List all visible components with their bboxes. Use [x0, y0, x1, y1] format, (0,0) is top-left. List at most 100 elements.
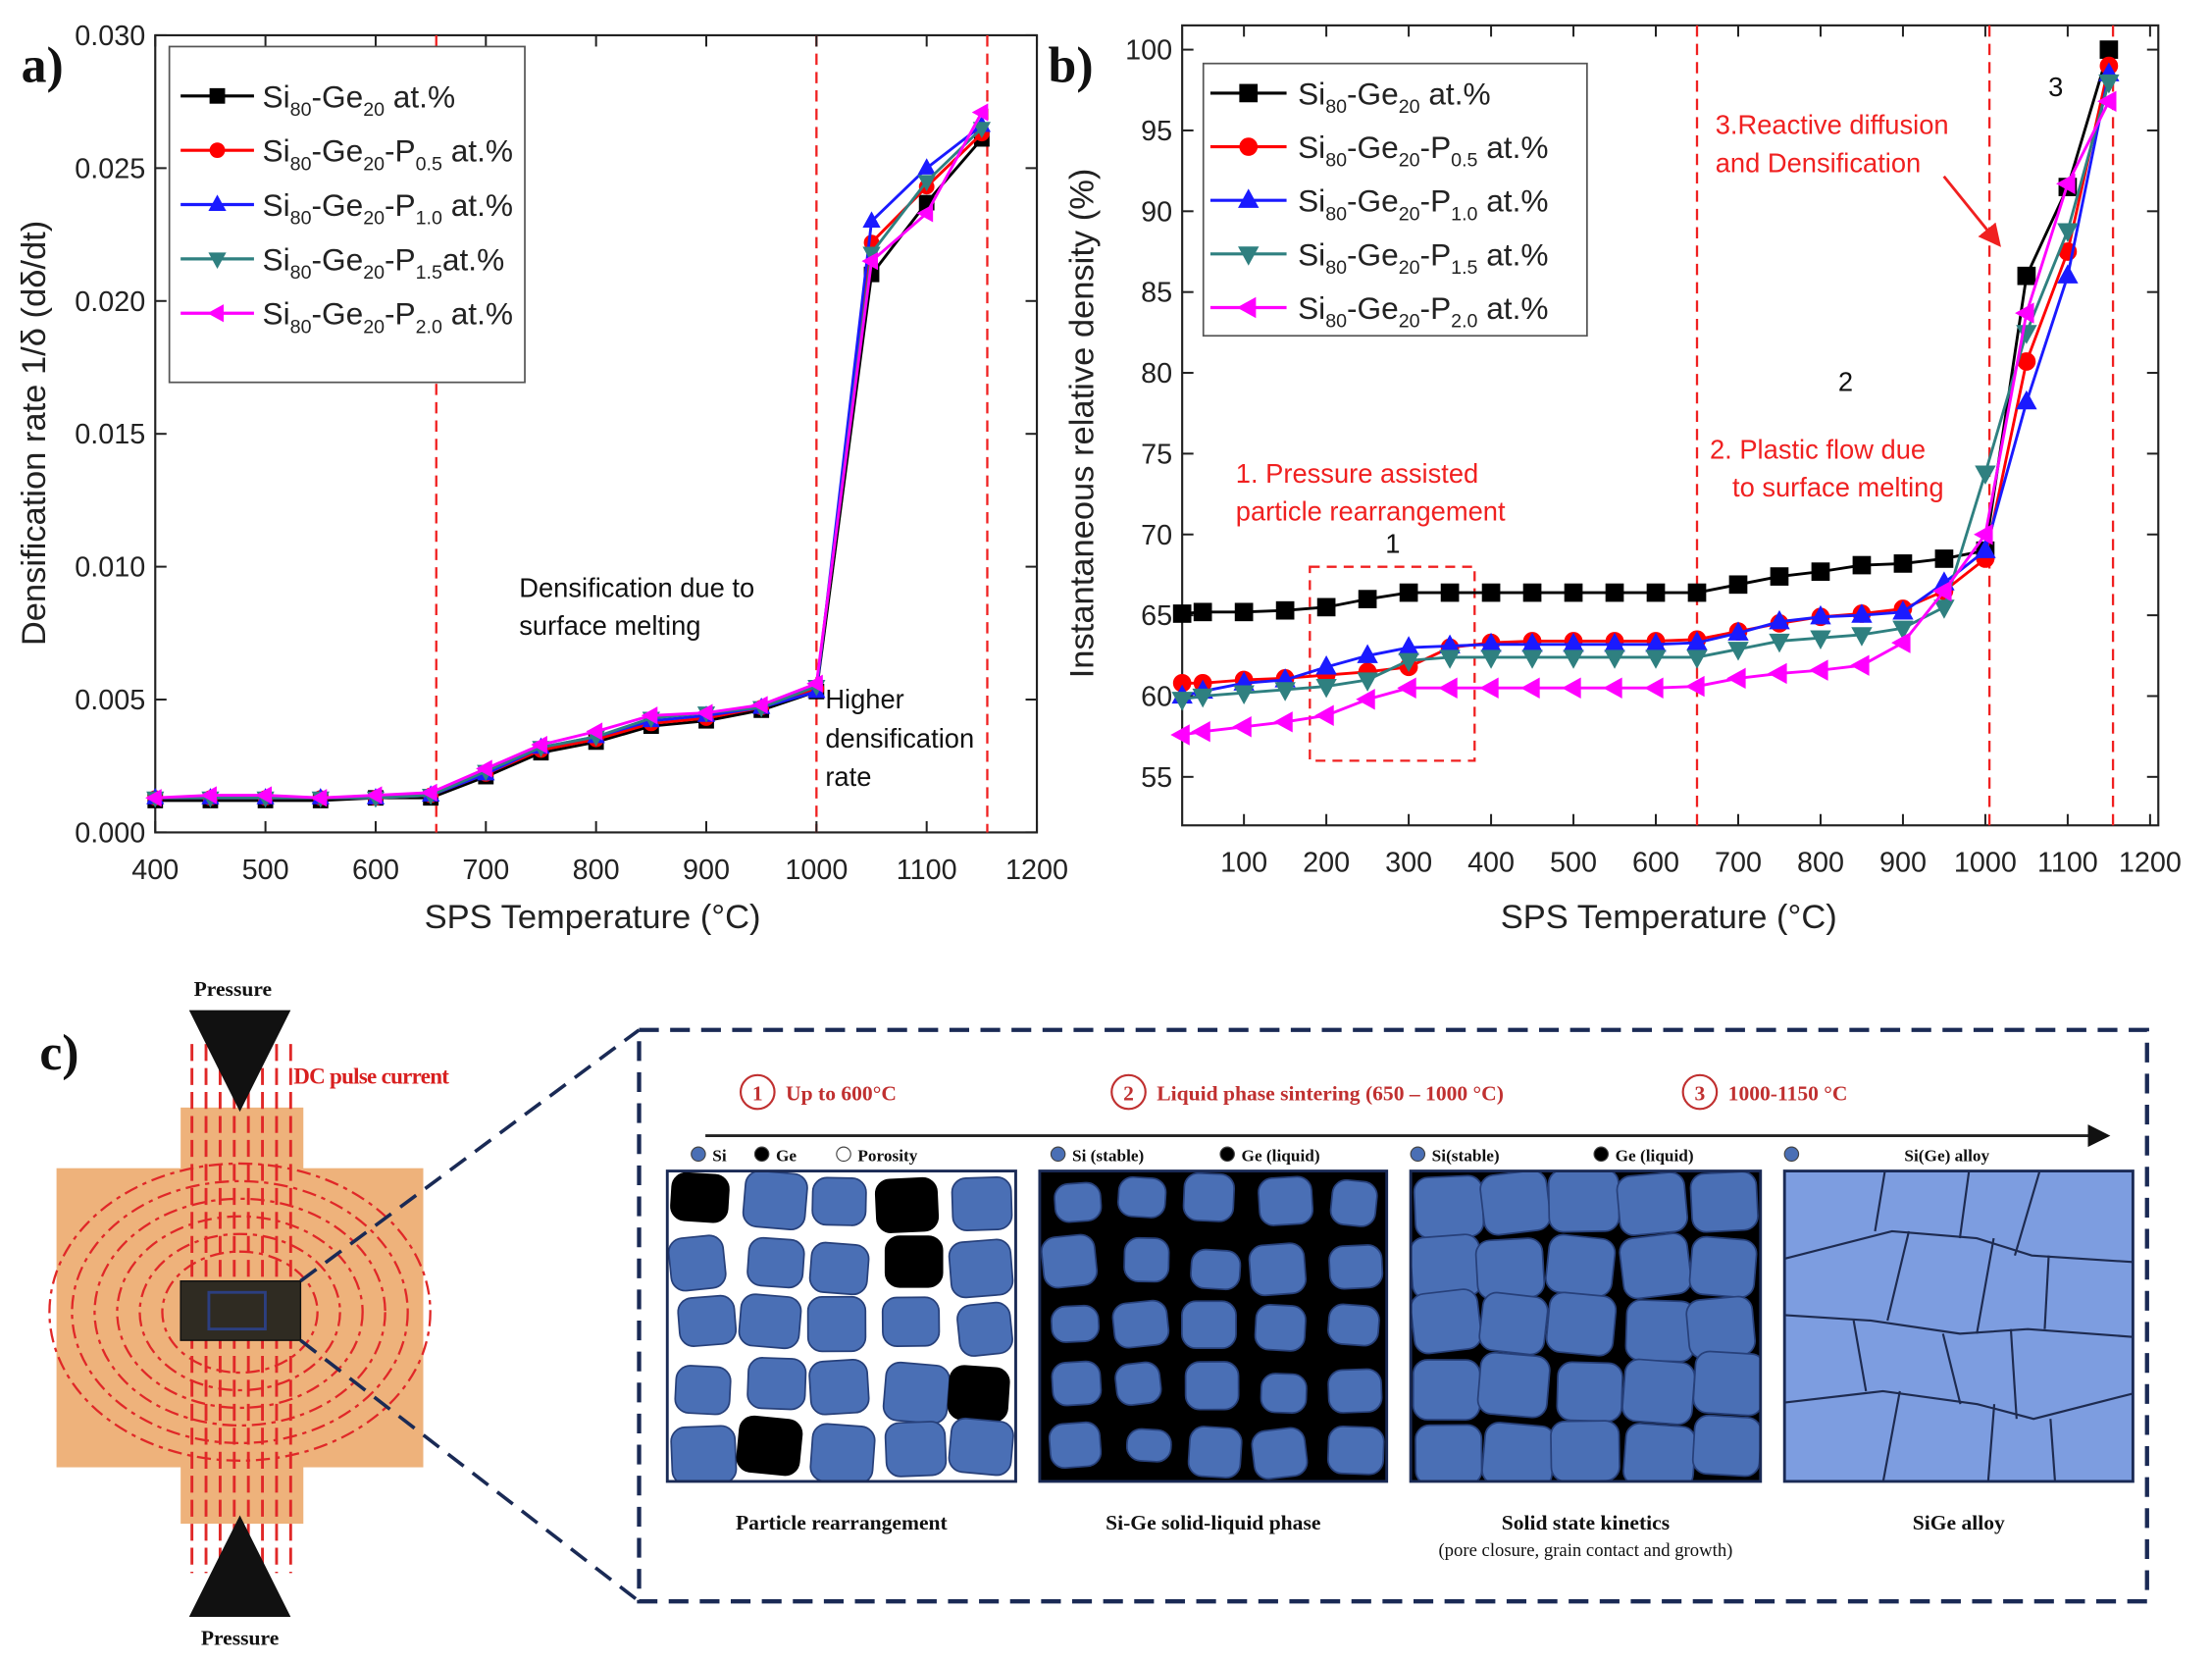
- grain: [811, 1176, 867, 1226]
- annotation: Densification due to: [519, 572, 754, 602]
- x-tick-label: 600: [352, 855, 399, 886]
- x-tick-label: 100: [1220, 848, 1267, 879]
- x-tick-label: 800: [1797, 848, 1844, 879]
- grain: [884, 1235, 944, 1288]
- marker: [1934, 549, 1954, 568]
- marker: [1397, 677, 1416, 699]
- y-tick-label: 0.025: [75, 153, 145, 184]
- grain-boundary: [1874, 1170, 1886, 1232]
- panel-caption: Si-Ge solid-liquid phase: [1106, 1511, 1321, 1534]
- legend-dot: [753, 1146, 770, 1163]
- grain: [1051, 1304, 1101, 1343]
- grain: [881, 1296, 941, 1347]
- legend-label: Si80-Ge20-P1.0 at.%: [263, 187, 513, 230]
- grain-boundary: [2013, 1170, 2041, 1257]
- marker: [1770, 567, 1789, 586]
- grain: [677, 1294, 738, 1347]
- grain-boundary: [2043, 1255, 2050, 1329]
- panel-bg: [1784, 1170, 2134, 1481]
- marker: [862, 211, 881, 229]
- marker: [1398, 652, 1419, 673]
- stage-text: Liquid phase sintering (650 – 1000 °C): [1157, 1082, 1504, 1106]
- marker: [1810, 604, 1831, 625]
- marker: [1399, 583, 1418, 602]
- marker: [1810, 630, 1831, 650]
- legend-marker: [209, 87, 226, 104]
- grain: [806, 1295, 867, 1353]
- series-line: [155, 111, 984, 800]
- grain: [1040, 1233, 1099, 1289]
- legend-dot: [836, 1146, 851, 1163]
- legend-marker: [208, 252, 227, 269]
- grain: [1621, 1358, 1696, 1426]
- panel-caption: Particle rearrangement: [736, 1511, 949, 1534]
- panel: [1784, 1170, 2134, 1481]
- marker: [1314, 704, 1334, 726]
- y-tick-label: 0.005: [75, 685, 145, 716]
- marker: [310, 789, 328, 807]
- grain: [1619, 1232, 1692, 1300]
- grain-boundary: [1886, 1230, 1911, 1322]
- grain-boundary: [2049, 1419, 2057, 1481]
- marker: [1191, 721, 1210, 743]
- marker: [2057, 264, 2079, 284]
- y-axis-label: Densification rate 1/δ (dδ/dt): [16, 221, 53, 646]
- marker: [1644, 677, 1664, 699]
- stage-number: 1: [752, 1082, 763, 1106]
- grain: [1111, 1299, 1170, 1349]
- marker: [1563, 649, 1584, 669]
- sample-inner: [207, 1290, 267, 1331]
- grain: [1545, 1291, 1618, 1357]
- grain: [1411, 1288, 1482, 1355]
- marker: [1521, 649, 1543, 669]
- marker: [1686, 631, 1708, 650]
- grain: [882, 1361, 951, 1425]
- legend-dot: [1593, 1146, 1610, 1163]
- legend-marker: [1238, 246, 1260, 266]
- stage-text: Up to 600°C: [786, 1082, 897, 1106]
- annotation: 1. Pressure assisted: [1236, 458, 1478, 489]
- grain: [1258, 1175, 1314, 1226]
- current-ring: [48, 1162, 432, 1462]
- grain: [1413, 1174, 1485, 1239]
- panel-label: c): [39, 1025, 78, 1081]
- stage-circle: [739, 1073, 776, 1111]
- grain: [948, 1417, 1014, 1477]
- grain-boundary: [1986, 1404, 1996, 1481]
- marker: [1562, 677, 1581, 699]
- legend-label: Si80-Ge20-P2.0 at.%: [1298, 290, 1548, 333]
- grain: [1547, 1170, 1620, 1233]
- legend-text: Si: [712, 1146, 727, 1165]
- grain: [670, 1171, 730, 1223]
- marker: [1172, 604, 1192, 623]
- x-tick-label: 1200: [2119, 848, 2182, 879]
- x-tick-label: 200: [1303, 848, 1350, 879]
- panel-caption: SiGe alloy: [1913, 1511, 2005, 1534]
- marker: [2056, 173, 2076, 195]
- marker: [1233, 685, 1255, 705]
- marker: [476, 759, 492, 778]
- grain-boundary: [1784, 1229, 2134, 1264]
- grain: [1117, 1175, 1167, 1219]
- marker: [1604, 649, 1625, 669]
- x-tick-label: 1000: [785, 855, 848, 886]
- legend-text: Ge (liquid): [1616, 1146, 1694, 1165]
- marker: [1646, 583, 1666, 602]
- zoom-line: [299, 1338, 641, 1603]
- panel: [667, 1170, 1016, 1481]
- marker: [1481, 583, 1501, 602]
- grain: [1685, 1295, 1756, 1360]
- x-tick-label: 900: [683, 855, 730, 886]
- marker: [1892, 599, 1914, 620]
- marker: [916, 204, 934, 223]
- x-tick-label: 1100: [2037, 848, 2098, 879]
- marker: [695, 703, 713, 722]
- grain: [1327, 1303, 1380, 1347]
- y-tick-label: 0.010: [75, 552, 145, 584]
- marker: [972, 122, 991, 138]
- grain: [674, 1365, 732, 1416]
- grain: [1328, 1244, 1384, 1290]
- y-tick-label: 75: [1141, 439, 1172, 470]
- x-tick-label: 1100: [897, 855, 957, 886]
